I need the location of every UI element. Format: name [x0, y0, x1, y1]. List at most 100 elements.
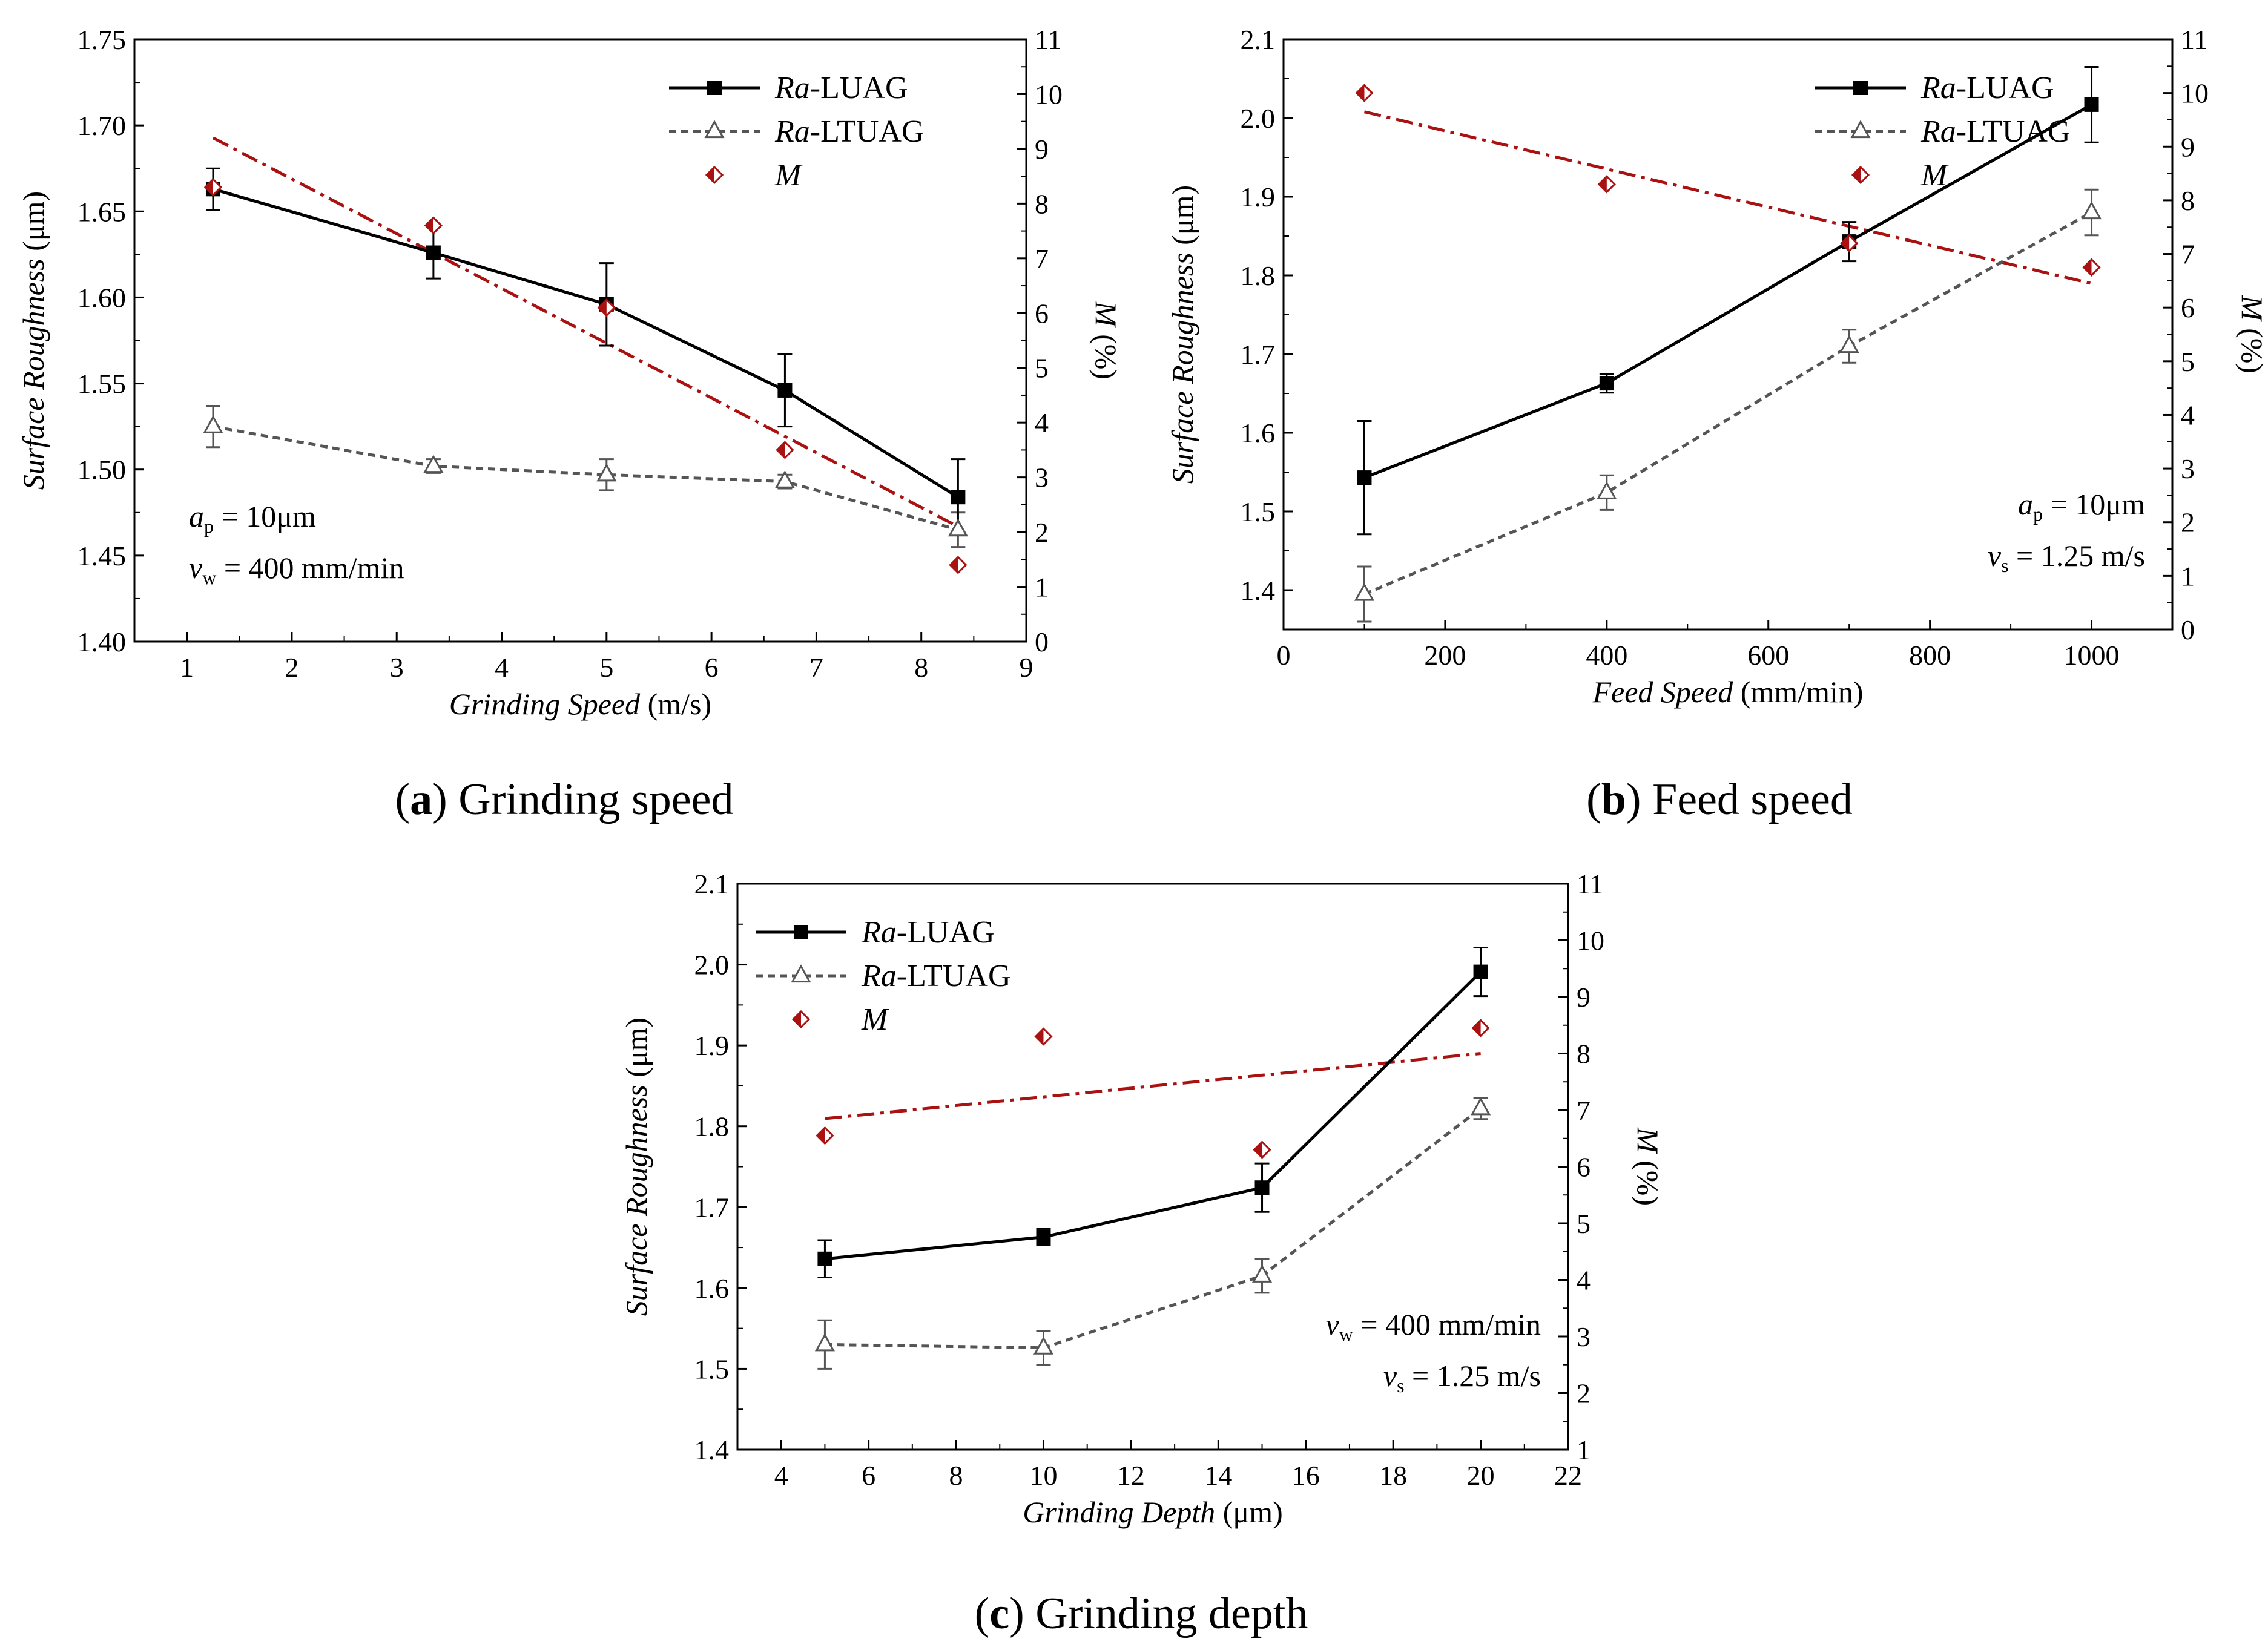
caption-c: (c) Grinding depth	[975, 1589, 1308, 1638]
y-tick-label: 2.1	[1241, 24, 1276, 55]
triangle-marker	[1251, 1264, 1273, 1283]
luag-line	[1363, 103, 2092, 479]
chart-a: 1 2 3 4 5 6 7 8 9 1.40 1.45 1.50 1.55 1.60 1.65 1.70 1.7…	[16, 24, 1123, 721]
y2-tick-label: 10	[1035, 79, 1063, 110]
condition-label: vs = 1.25 m/s	[1383, 1359, 1541, 1396]
x-tick-label: 10	[1029, 1460, 1057, 1491]
diamond-marker-fill	[817, 1128, 825, 1144]
diamond-marker-fill	[1841, 235, 1850, 251]
square-marker	[777, 383, 793, 398]
y2-tick-label: 6	[1035, 298, 1049, 329]
y-tick-label: 1.8	[1241, 260, 1276, 291]
triangle-marker	[1033, 1336, 1054, 1355]
chart-b: 0 200 400 600 800 1000 1.4 1.5 1.6 1.7 1.8 1.9 2.0 2.…	[1165, 24, 2268, 709]
y-tick-label: 1.40	[77, 626, 127, 657]
triangle-marker	[704, 120, 725, 139]
chart-c: 4 6 8 10 12 14 16 18 20 221.41.51.61.71.81.92.02.…	[619, 869, 1665, 1529]
y2-axis-label: M (%)	[1089, 301, 1123, 380]
y-tick-label: 1.45	[77, 541, 127, 571]
y-tick-label: 1.5	[694, 1353, 730, 1384]
y2-tick-label: 1	[2181, 560, 2195, 591]
x-tick-label: 9	[1020, 652, 1033, 683]
square-marker	[951, 490, 966, 505]
luag-line	[825, 970, 1482, 1261]
square-marker	[817, 1251, 832, 1266]
x-tick-label: 14	[1204, 1460, 1232, 1491]
y-tick-label: 1.65	[77, 196, 127, 227]
y2-tick-label: 1	[1035, 572, 1049, 603]
y-tick-label: 1.4	[694, 1435, 730, 1465]
y-tick-label: 2.0	[1241, 103, 1276, 134]
diamond-marker-fill	[205, 179, 213, 196]
y2-tick-label: 4	[1577, 1265, 1591, 1296]
triangle-marker	[2081, 201, 2102, 220]
diamond-marker-fill	[793, 1011, 801, 1027]
y2-tick-label: 10	[2181, 78, 2209, 109]
square-marker	[2084, 97, 2099, 112]
x-tick-label: 6	[705, 652, 719, 683]
triangle-marker	[774, 470, 795, 488]
legend-label: Ra-LTUAG	[861, 959, 1011, 993]
x-tick-label: 0	[1277, 640, 1291, 671]
y2-tick-label: 5	[1035, 353, 1049, 384]
y-tick-label: 2.1	[694, 869, 730, 899]
m-fit-line	[825, 1052, 1481, 1120]
y2-tick-label: 11	[2181, 24, 2207, 55]
m-fit-line	[212, 136, 959, 528]
legend-label: M	[861, 1002, 889, 1037]
x-tick-label: 2	[285, 652, 298, 683]
square-marker	[426, 245, 441, 260]
ltuag-line	[1363, 211, 2092, 596]
y2-tick-label: 0	[1035, 626, 1049, 657]
y2-tick-label: 5	[1577, 1208, 1591, 1239]
y2-tick-label: 6	[1577, 1152, 1591, 1183]
diamond-marker-fill	[425, 217, 433, 234]
y2-tick-label: 2	[1577, 1378, 1591, 1409]
triangle-marker	[1471, 1097, 1491, 1116]
x-axis-label: Grinding Depth (μm)	[1023, 1495, 1283, 1529]
y2-tick-label: 8	[2181, 185, 2195, 216]
y-tick-label: 1.5	[1241, 496, 1276, 527]
triangle-marker	[596, 463, 617, 482]
legend-label: M	[774, 158, 803, 192]
diamond-marker-fill	[950, 557, 958, 573]
y2-tick-label: 11	[1577, 869, 1603, 899]
x-tick-label: 3	[390, 652, 404, 683]
x-tick-label: 12	[1117, 1460, 1145, 1491]
condition-label: ap = 10μm	[189, 499, 316, 537]
x-tick-label: 22	[1554, 1460, 1582, 1491]
luag-line	[213, 187, 959, 499]
x-tick-label: 1000	[2064, 640, 2120, 671]
triangle-marker	[423, 455, 444, 473]
y-tick-label: 1.75	[77, 24, 127, 55]
y2-tick-label: 6	[2181, 292, 2195, 323]
y2-tick-label: 7	[1035, 243, 1049, 274]
condition-label: vw = 400 mm/min	[1326, 1307, 1541, 1345]
triangle-marker	[1597, 481, 1617, 499]
x-axis-label: Grinding Speed (m/s)	[449, 687, 711, 721]
y2-tick-label: 5	[2181, 346, 2195, 377]
m-fit-line	[1363, 110, 2092, 285]
square-marker	[1599, 376, 1614, 391]
diamond-marker-fill	[777, 442, 785, 458]
y-axis-label: Surface Roughness (μm)	[619, 1017, 653, 1316]
y-tick-label: 1.9	[1241, 182, 1276, 212]
caption-a: (a) Grinding speed	[395, 775, 733, 824]
legend-label: Ra-LUAG	[861, 915, 995, 950]
x-tick-label: 20	[1467, 1460, 1495, 1491]
x-tick-label: 400	[1586, 640, 1627, 671]
square-marker	[794, 925, 808, 939]
square-marker	[1473, 964, 1488, 979]
triangle-marker	[1850, 120, 1871, 139]
y-tick-label: 1.8	[694, 1111, 730, 1142]
diamond-marker-fill	[1254, 1142, 1262, 1158]
triangle-marker	[814, 1333, 835, 1352]
y-tick-label: 1.70	[77, 110, 127, 141]
y2-tick-label: 8	[1035, 188, 1049, 219]
y-tick-label: 1.55	[77, 369, 127, 399]
diamond-marker-fill	[1853, 167, 1861, 183]
square-marker	[1853, 81, 1868, 95]
legend-label: Ra-LTUAG	[1920, 114, 2071, 149]
triangle-marker	[948, 518, 968, 537]
y2-tick-label: 1	[1577, 1435, 1591, 1465]
